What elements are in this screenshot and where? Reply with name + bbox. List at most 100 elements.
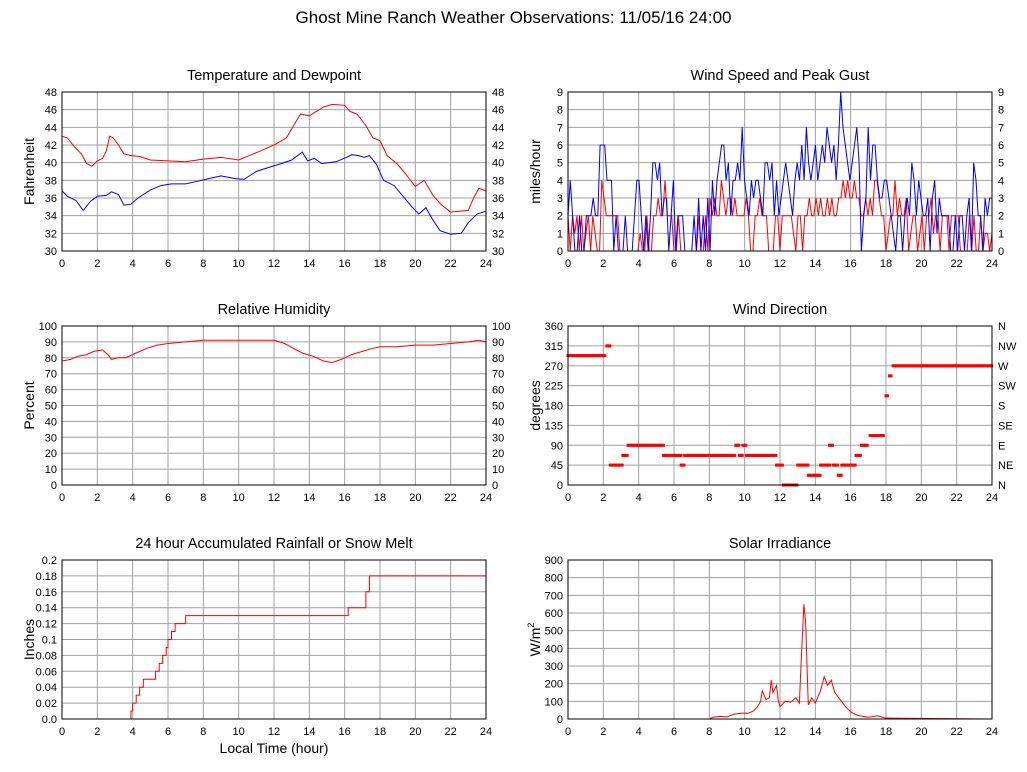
right-tick-label: 1	[998, 228, 1004, 240]
direction-point	[625, 453, 629, 457]
series-line-rh-0	[61, 339, 487, 364]
y-tick-label: 1	[557, 228, 563, 240]
series-line-solar-0	[568, 604, 993, 720]
direction-point	[603, 354, 607, 358]
x-tick-label: 0	[59, 726, 65, 738]
direction-point	[733, 453, 737, 457]
page-title: Ghost Mine Ranch Weather Observations: 1…	[295, 8, 732, 27]
x-tick-label: 22	[951, 492, 963, 504]
y-axis-label-superscript: 2	[526, 623, 536, 628]
y-tick-label: 0	[557, 246, 563, 258]
x-tick-label: 12	[268, 726, 280, 738]
y-tick-label: 32	[45, 228, 57, 240]
y-tick-label: 46	[45, 105, 57, 117]
y-tick-label: 270	[545, 361, 563, 373]
direction-point	[889, 374, 893, 378]
x-tick-label: 14	[303, 492, 315, 504]
x-tick-label: 16	[845, 258, 857, 270]
x-tick-label: 10	[233, 258, 245, 270]
right-tick-label: 70	[492, 369, 504, 381]
y-tick-label: 500	[545, 626, 563, 638]
x-tick-label: 18	[880, 258, 892, 270]
direction-point	[835, 463, 839, 467]
direction-point	[881, 434, 885, 437]
right-tick-label: 20	[492, 448, 504, 460]
y-tick-label: 70	[45, 369, 57, 381]
y-axis-label: Inches	[21, 619, 37, 660]
y-tick-label: 44	[45, 122, 57, 134]
x-tick-label: 2	[600, 492, 606, 504]
chart-title: Solar Irradiance	[729, 536, 831, 552]
right-tick-label: 8	[998, 105, 1004, 117]
x-tick-label: 2	[600, 726, 606, 738]
y-tick-label: 3	[557, 193, 563, 205]
y-tick-label: 0.1	[42, 635, 57, 647]
x-tick-label: 24	[986, 258, 998, 270]
y-tick-label: 40	[45, 158, 57, 170]
x-tick-label: 0	[59, 492, 65, 504]
x-tick-label: 4	[636, 492, 642, 504]
y-tick-label: 0.18	[36, 571, 57, 583]
x-tick-label: 12	[268, 258, 280, 270]
y-tick-label: 180	[545, 401, 563, 413]
y-tick-label: 300	[545, 661, 563, 673]
chart-rain: 24 hour Accumulated Rainfall or Snow Mel…	[21, 536, 492, 756]
y-axis-label: Percent	[21, 381, 37, 429]
x-tick-label: 8	[706, 726, 712, 738]
direction-point	[828, 463, 831, 467]
right-tick-label: 5	[998, 158, 1004, 170]
x-tick-label: 14	[809, 492, 821, 504]
y-tick-label: 200	[545, 679, 563, 691]
right-tick-label: 44	[492, 122, 504, 134]
right-tick-label: 38	[492, 175, 504, 187]
x-tick-label: 6	[165, 258, 171, 270]
plot-frame	[61, 91, 487, 252]
chart-title: 24 hour Accumulated Rainfall or Snow Mel…	[135, 536, 412, 552]
x-tick-label: 20	[409, 258, 421, 270]
right-tick-label: 48	[492, 87, 504, 99]
x-tick-label: 24	[480, 492, 492, 504]
right-tick-label: 2	[998, 211, 1004, 223]
direction-point	[608, 344, 612, 348]
y-tick-label: 45	[551, 460, 563, 472]
x-tick-label: 24	[986, 492, 998, 504]
y-tick-label: 0.16	[36, 587, 57, 599]
x-tick-label: 0	[565, 258, 571, 270]
right-tick-label: 30	[492, 246, 504, 258]
right-tick-label: 6	[998, 140, 1004, 152]
y-tick-label: 0.08	[36, 650, 57, 662]
chart-title: Temperature and Dewpoint	[187, 68, 361, 84]
right-tick-label: W	[998, 361, 1009, 373]
x-tick-label: 6	[671, 726, 677, 738]
x-tick-label: 6	[165, 726, 171, 738]
y-tick-label: 0.02	[36, 698, 57, 710]
right-tick-label: 40	[492, 158, 504, 170]
right-tick-label: S	[998, 401, 1005, 413]
direction-point	[839, 473, 843, 477]
x-tick-label: 14	[303, 258, 315, 270]
x-tick-label: 18	[374, 492, 386, 504]
y-tick-label: 42	[45, 140, 57, 152]
x-tick-label: 0	[59, 258, 65, 270]
x-tick-label: 22	[445, 258, 457, 270]
right-tick-label: 0	[998, 246, 1004, 258]
x-tick-label: 2	[94, 258, 100, 270]
y-tick-label: 38	[45, 175, 57, 187]
x-tick-label: 16	[339, 258, 351, 270]
direction-point	[620, 463, 624, 467]
x-tick-label: 0	[565, 726, 571, 738]
x-tick-label: 22	[445, 726, 457, 738]
x-tick-label: 4	[130, 726, 136, 738]
x-tick-label: 20	[915, 726, 927, 738]
y-tick-label: 0.2	[42, 555, 57, 567]
y-tick-label: 90	[45, 337, 57, 349]
y-tick-label: 0	[51, 480, 57, 492]
chart-title: Wind Speed and Peak Gust	[691, 68, 870, 84]
x-tick-label: 20	[409, 726, 421, 738]
x-tick-label: 6	[671, 258, 677, 270]
y-tick-label: 48	[45, 87, 57, 99]
y-tick-label: 0.04	[36, 682, 57, 694]
x-tick-label: 10	[233, 726, 245, 738]
x-tick-label: 8	[706, 258, 712, 270]
